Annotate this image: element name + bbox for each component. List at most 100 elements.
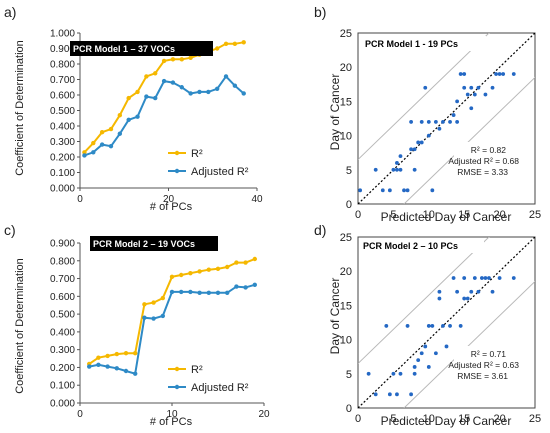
data-point-d-18 bbox=[437, 296, 442, 301]
identity-line-d bbox=[358, 237, 535, 408]
title-box-c bbox=[90, 236, 218, 251]
data-point-r2-a-2 bbox=[99, 130, 105, 135]
chart-title-b: PCR Model 1 - 19 PCs bbox=[365, 39, 458, 49]
legend-a: R² Adjusted R² bbox=[168, 148, 249, 178]
x-tick-label-c-0: 0 bbox=[77, 409, 83, 420]
data-point-d-36 bbox=[497, 276, 502, 280]
x-tick-label-b-2: 10 bbox=[423, 209, 435, 221]
y-tick-label-a-10: 1.000 bbox=[50, 29, 75, 40]
data-point-b-1 bbox=[373, 167, 378, 172]
panel-c: c) Coefficient of Determination # of PCs… bbox=[4, 222, 270, 428]
data-point-adj-r2-c-12 bbox=[197, 290, 202, 295]
data-point-b-28 bbox=[455, 120, 460, 124]
title-bg-b bbox=[362, 36, 486, 51]
x-tick-label-b-5: 25 bbox=[529, 209, 541, 221]
panel-d: d) Day of Cancer Predicted Day of Cancer… bbox=[314, 222, 541, 428]
panel-a: a) Coefficient of Determination # of PCs… bbox=[4, 4, 263, 213]
data-point-adj-r2-a-5 bbox=[126, 117, 131, 123]
series-line-adj-r2-c bbox=[89, 283, 256, 375]
data-point-r2-c-9 bbox=[169, 274, 175, 279]
data-point-adj-r2-c-13 bbox=[206, 290, 211, 295]
data-point-r2-a-12 bbox=[188, 55, 193, 60]
stat-rmse-b: RMSE = 3.33 bbox=[457, 167, 508, 177]
data-point-b-6 bbox=[395, 161, 399, 165]
data-point-d-20 bbox=[441, 324, 445, 328]
data-point-r2-c-7 bbox=[151, 300, 156, 305]
x-tick-label-d-3: 15 bbox=[458, 413, 470, 425]
data-point-d-9 bbox=[412, 371, 417, 376]
data-point-d-23 bbox=[451, 276, 456, 280]
data-point-r2-c-3 bbox=[114, 351, 120, 357]
panel-b: b) Day of Cancer Predicted Day of Cancer… bbox=[314, 4, 541, 224]
data-point-b-24 bbox=[441, 120, 445, 124]
y-tick-label-b-3: 15 bbox=[340, 96, 352, 108]
data-point-b-19 bbox=[426, 120, 431, 124]
data-point-r2-c-12 bbox=[197, 269, 202, 274]
lower-band-line-d bbox=[403, 280, 535, 408]
panel-label-d: d) bbox=[314, 222, 326, 238]
y-axis-label-d: Day of Cancer bbox=[328, 278, 342, 355]
y-tick-label-d-3: 15 bbox=[340, 300, 352, 312]
data-point-adj-r2-c-17 bbox=[243, 285, 248, 290]
y-tick-label-c-1: 0.100 bbox=[50, 381, 75, 392]
x-tick-label-d-5: 25 bbox=[529, 413, 541, 425]
data-point-d-37 bbox=[511, 276, 516, 280]
data-point-b-2 bbox=[380, 188, 385, 193]
y-tick-label-c-6: 0.600 bbox=[50, 292, 75, 303]
data-point-b-35 bbox=[472, 92, 477, 97]
data-point-d-19 bbox=[437, 289, 442, 294]
data-point-b-3 bbox=[387, 188, 392, 193]
x-tick-label-a-0: 0 bbox=[77, 194, 83, 205]
data-point-b-10 bbox=[405, 188, 410, 193]
data-point-b-12 bbox=[409, 120, 413, 124]
panel-label-c: c) bbox=[4, 222, 16, 238]
data-point-adj-r2-a-14 bbox=[206, 89, 211, 95]
data-point-r2-c-8 bbox=[160, 295, 165, 301]
y-tick-label-b-4: 20 bbox=[340, 62, 352, 74]
x-axis-label-d: Predicted Day of Cancer bbox=[381, 414, 512, 428]
stat-r2-d: R² = 0.71 bbox=[471, 349, 506, 359]
data-point-d-13 bbox=[423, 344, 428, 349]
data-point-adj-r2-c-0 bbox=[87, 364, 92, 369]
reference-lines-d bbox=[358, 237, 535, 408]
data-point-d-15 bbox=[426, 365, 431, 369]
data-point-r2-a-6 bbox=[135, 89, 140, 95]
x-tick-label-b-4: 20 bbox=[493, 209, 505, 221]
y-tick-label-d-1: 5 bbox=[346, 369, 352, 381]
data-point-b-39 bbox=[494, 72, 498, 76]
data-point-r2-c-16 bbox=[234, 260, 239, 265]
y-tick-label-d-5: 25 bbox=[340, 232, 352, 244]
data-point-b-18 bbox=[423, 85, 428, 90]
data-point-b-26 bbox=[451, 113, 456, 117]
data-point-b-20 bbox=[426, 133, 431, 138]
data-point-d-2 bbox=[384, 324, 389, 328]
data-point-d-33 bbox=[483, 276, 488, 280]
data-point-r2-a-1 bbox=[91, 140, 96, 146]
data-point-b-25 bbox=[448, 120, 452, 124]
data-point-d-32 bbox=[480, 276, 484, 280]
x-axis-label-b: Predicted Day of Cancer bbox=[381, 210, 512, 224]
x-tick-label-a-1: 20 bbox=[163, 194, 175, 205]
data-point-r2-c-10 bbox=[179, 272, 184, 278]
legend-c: R² Adjusted R² bbox=[168, 364, 249, 394]
data-point-adj-r2-a-8 bbox=[153, 95, 158, 101]
data-point-adj-r2-a-10 bbox=[170, 80, 176, 85]
data-point-d-6 bbox=[398, 371, 403, 376]
data-point-r2-c-2 bbox=[105, 353, 110, 359]
panel-label-b: b) bbox=[314, 4, 326, 20]
data-point-adj-r2-c-10 bbox=[179, 289, 184, 295]
legend-marker-adj-a bbox=[174, 168, 180, 174]
y-tick-label-c-9: 0.900 bbox=[50, 239, 75, 250]
y-tick-label-a-0: 0.000 bbox=[50, 184, 75, 195]
data-point-adj-r2-a-4 bbox=[117, 131, 123, 136]
y-tick-label-a-8: 0.800 bbox=[50, 60, 75, 71]
data-point-b-5 bbox=[395, 167, 399, 172]
y-tick-label-c-8: 0.800 bbox=[50, 256, 75, 267]
data-point-adj-r2-a-13 bbox=[197, 89, 202, 95]
x-tick-label-d-1: 5 bbox=[390, 413, 396, 425]
data-point-b-36 bbox=[476, 85, 481, 90]
panel-label-a: a) bbox=[4, 4, 16, 20]
data-point-b-42 bbox=[511, 72, 516, 76]
data-point-r2-a-15 bbox=[214, 46, 220, 51]
